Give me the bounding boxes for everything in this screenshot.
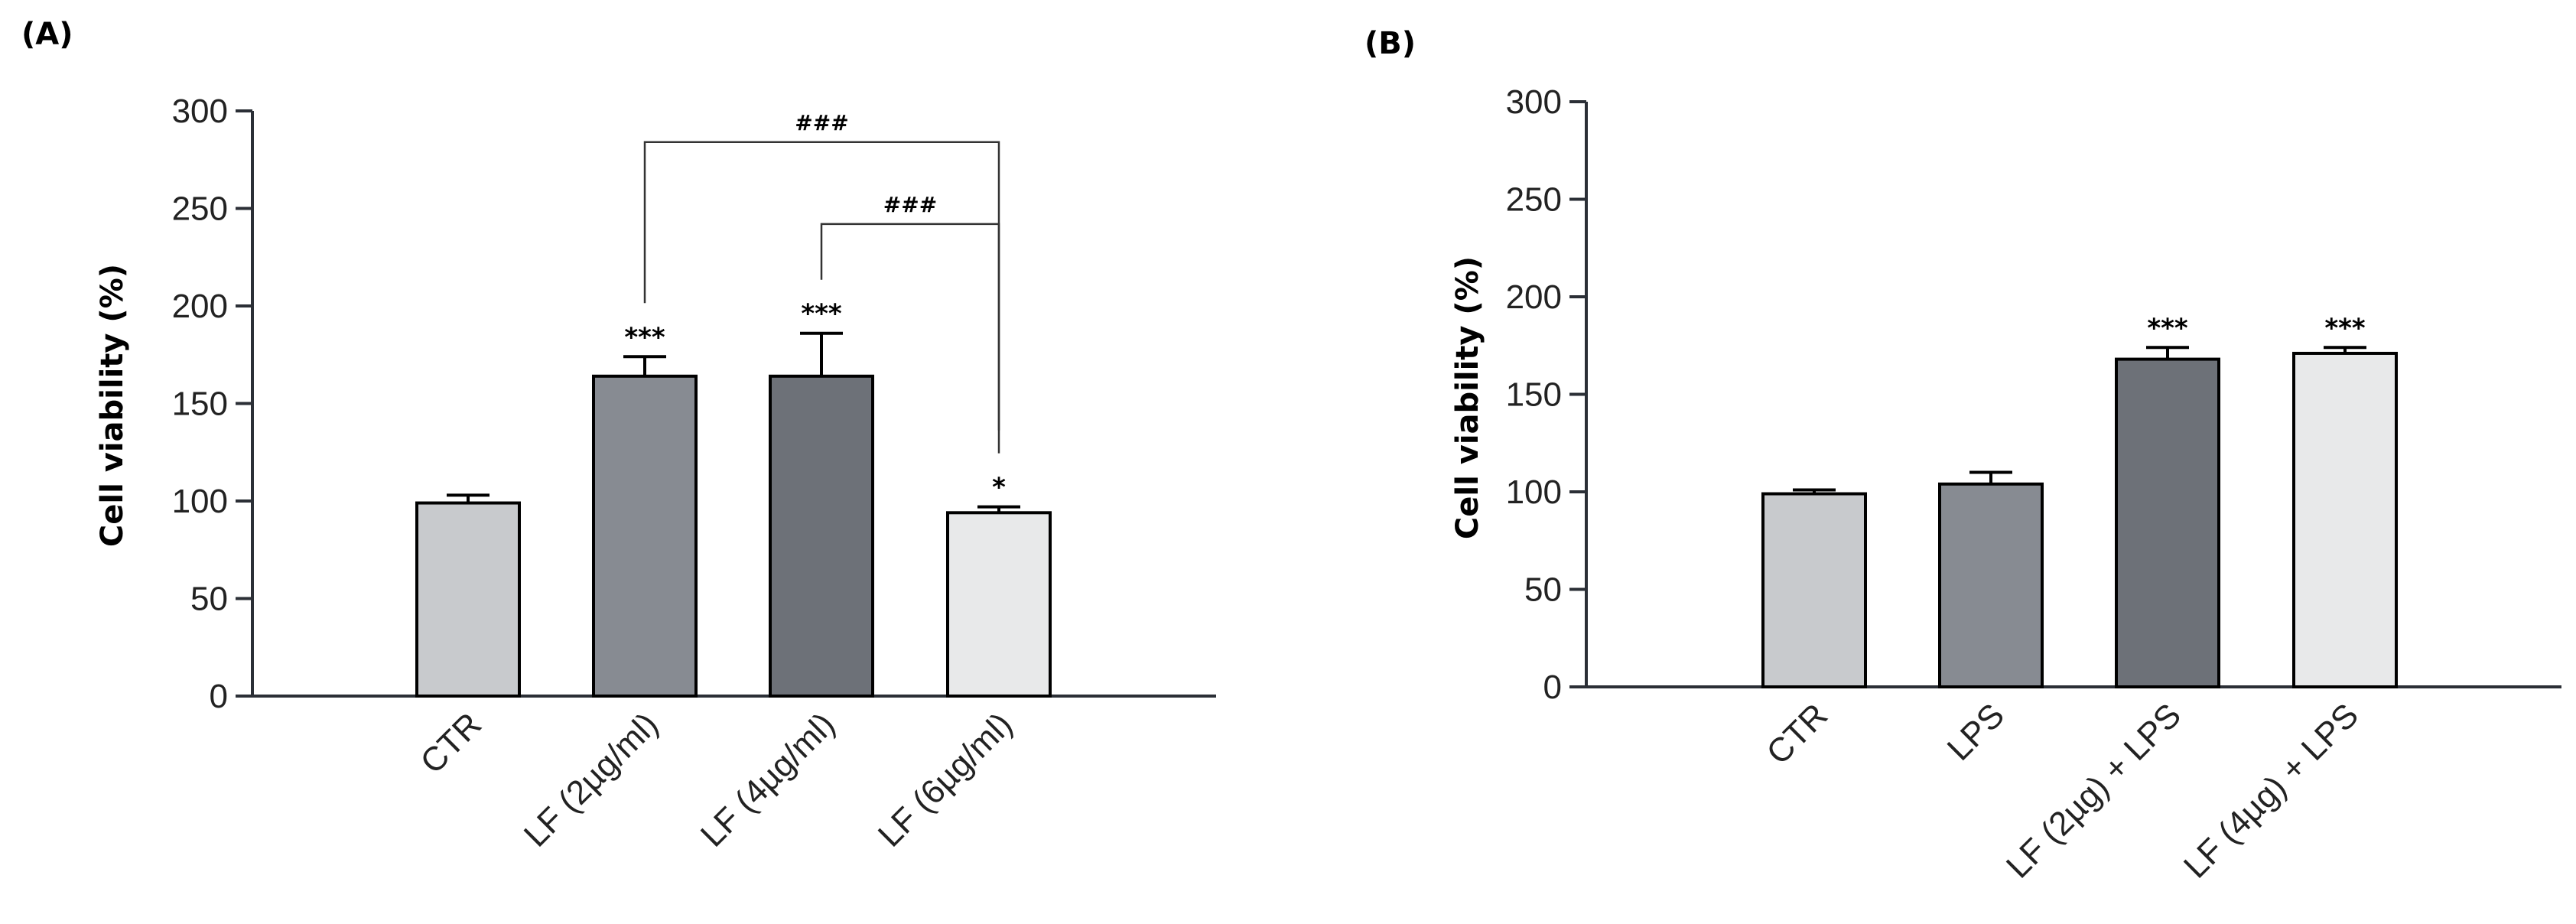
bar-chart-a: (A) 0 50 100 150 200 250 300 Cell viability (%) C…	[21, 17, 1216, 854]
category-label-a: LF (6µg/ml)	[871, 705, 1020, 854]
significance-label-a: ***	[624, 322, 665, 353]
y-axis-label-a: Cell viability (%)	[95, 264, 130, 547]
bar-chart-b: (B) 0 50 100 150 200 250 300 Cell viability (%) C…	[1364, 26, 2561, 886]
y-tick-label-a: 50	[190, 581, 228, 618]
significance-label-a: ***	[801, 299, 842, 330]
panel-label-b: (B)	[1364, 26, 1416, 61]
bar-a	[592, 374, 698, 698]
y-tick-label-b: 250	[1506, 181, 1562, 219]
y-tick-label-a: 200	[172, 288, 228, 325]
category-label-a: CTR	[413, 705, 489, 781]
bar-b	[2292, 351, 2398, 688]
chart-panel-b: (B) 0 50 100 150 200 250 300 Cell viability (%) C…	[1288, 0, 2576, 924]
y-tick-label-a: 150	[172, 386, 228, 423]
y-tick-label-a: 0	[210, 678, 228, 715]
bar-b	[1761, 492, 1867, 688]
bar-a	[946, 511, 1052, 698]
significance-label-b: ***	[2324, 313, 2366, 343]
category-label-b: LPS	[1940, 696, 2012, 767]
bar-b	[1938, 482, 2044, 688]
bar-a	[415, 501, 521, 698]
y-axis-label-b: Cell viability (%)	[1450, 256, 1485, 539]
category-label-a: LF (4µg/ml)	[694, 705, 842, 854]
bar-a	[769, 374, 874, 698]
bar-b	[2115, 357, 2220, 688]
significance-label-b: ***	[2147, 313, 2188, 343]
y-tick-label-b: 0	[1543, 669, 1562, 706]
panel-label-a: (A)	[21, 17, 73, 52]
y-tick-label-a: 100	[172, 483, 228, 520]
category-label-b: LF (2µg) + LPS	[1999, 696, 2188, 885]
y-tick-label-a: 250	[172, 190, 228, 228]
y-tick-label-b: 100	[1506, 473, 1562, 511]
significance-bracket-a	[820, 223, 1000, 431]
category-label-a: LF (2µg/ml)	[517, 705, 665, 854]
category-label-b: LF (4µg) + LPS	[2177, 696, 2366, 885]
y-tick-label-b: 50	[1524, 571, 1562, 609]
bracket-label-a: ###	[883, 192, 937, 217]
chart-panel-a: (A) 0 50 100 150 200 250 300 Cell viability (%) C…	[21, 17, 1216, 854]
significance-label-a: *	[992, 473, 1006, 503]
y-tick-label-b: 300	[1506, 83, 1562, 121]
category-label-b: CTR	[1759, 696, 1835, 772]
y-tick-label-b: 150	[1506, 376, 1562, 414]
y-tick-label-b: 200	[1506, 278, 1562, 316]
y-tick-label-a: 300	[172, 93, 228, 130]
bracket-label-a: ###	[795, 110, 848, 135]
